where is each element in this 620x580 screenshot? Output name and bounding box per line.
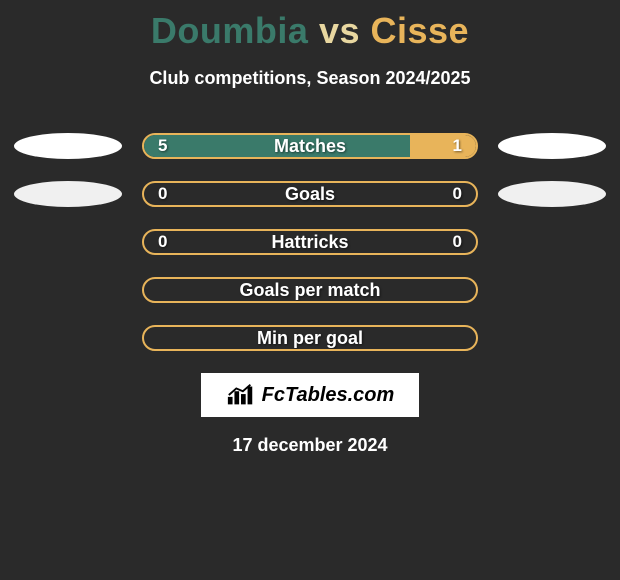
stat-bar: 51Matches [142,133,478,159]
title-vs: vs [319,10,360,51]
stat-bar: 0 0Hattricks [142,229,478,255]
stat-value-left: 0 [158,231,167,253]
stat-bar-left-fill [144,135,410,157]
stat-label: Min per goal [144,327,476,349]
stat-label: Goals [144,183,476,205]
subtitle: Club competitions, Season 2024/2025 [0,68,620,89]
player-left-marker [14,133,122,159]
spacer [498,325,606,351]
bar-chart-icon [226,383,256,407]
stat-bar-right-fill [410,135,476,157]
date: 17 december 2024 [0,435,620,456]
stat-bar: Goals per match [142,277,478,303]
spacer [498,229,606,255]
stat-value-right: 0 [453,183,462,205]
player-left-marker [14,181,122,207]
player-right-marker [498,133,606,159]
stat-row: 0 0Hattricks [0,229,620,255]
stat-bar: 0 0Goals [142,181,478,207]
spacer [14,277,122,303]
spacer [14,229,122,255]
stat-row: 51Matches [0,133,620,159]
logo-text: FcTables.com [262,384,395,407]
spacer [14,325,122,351]
player-right-marker [498,181,606,207]
stat-bar: Min per goal [142,325,478,351]
stat-value-right: 0 [453,231,462,253]
stat-rows: 51Matches00Goals00HattricksGoals per mat… [0,133,620,351]
spacer [498,277,606,303]
stat-row: Goals per match [0,277,620,303]
title-player-right: Cisse [371,10,470,51]
stat-row: Min per goal [0,325,620,351]
stat-label: Goals per match [144,279,476,301]
fctables-logo[interactable]: FcTables.com [201,373,419,417]
page-title: Doumbia vs Cisse [0,0,620,52]
stat-label: Hattricks [144,231,476,253]
title-player-left: Doumbia [151,10,309,51]
stat-row: 0 0Goals [0,181,620,207]
stat-value-left: 0 [158,183,167,205]
